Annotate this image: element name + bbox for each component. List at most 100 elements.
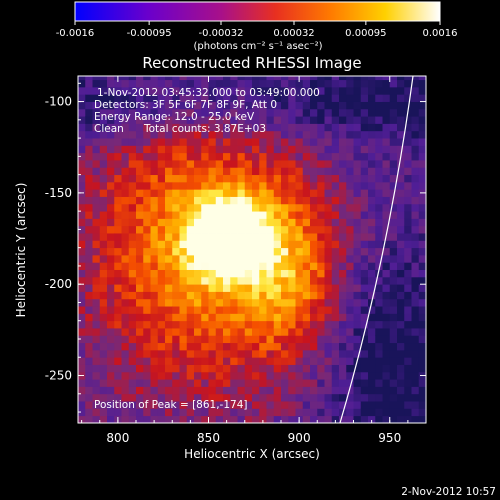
heatmap-cell bbox=[230, 328, 238, 336]
heatmap-cell bbox=[411, 379, 420, 387]
heatmap-cell bbox=[99, 160, 108, 168]
heatmap-cell bbox=[215, 371, 224, 380]
y-tick-label: -200 bbox=[45, 277, 72, 291]
heatmap-cell bbox=[339, 342, 347, 351]
heatmap-cell bbox=[259, 291, 267, 300]
heatmap-cell bbox=[281, 138, 289, 146]
heatmap-cell bbox=[281, 123, 289, 132]
heatmap-cell bbox=[150, 211, 159, 219]
heatmap-cell bbox=[375, 167, 383, 176]
heatmap-cell bbox=[78, 291, 86, 300]
y-tick-label: -150 bbox=[45, 186, 72, 200]
heatmap-cell bbox=[389, 203, 398, 212]
heatmap-cell bbox=[281, 408, 289, 417]
heatmap-cell bbox=[244, 167, 253, 176]
heatmap-cell bbox=[252, 328, 260, 336]
heatmap-cell bbox=[266, 130, 275, 139]
heatmap-cell bbox=[92, 379, 101, 387]
heatmap-cell bbox=[397, 130, 405, 139]
heatmap-cell bbox=[172, 189, 180, 197]
heatmap-cell bbox=[223, 101, 231, 110]
heatmap-cell bbox=[194, 189, 202, 197]
heatmap-cell bbox=[85, 357, 93, 365]
heatmap-cell bbox=[360, 254, 369, 263]
heatmap-cell bbox=[99, 189, 108, 197]
heatmap-cell bbox=[404, 371, 412, 380]
heatmap-cell bbox=[346, 203, 354, 212]
heatmap-cell bbox=[179, 101, 188, 110]
heatmap-cell bbox=[201, 371, 209, 380]
heatmap-cell bbox=[201, 408, 209, 417]
heatmap-cell bbox=[324, 174, 333, 183]
heatmap-cell bbox=[107, 174, 115, 183]
heatmap-cell bbox=[324, 160, 333, 168]
heatmap-cell bbox=[78, 240, 86, 249]
heatmap-cell bbox=[339, 189, 347, 197]
heatmap-cell bbox=[179, 276, 188, 285]
heatmap-cell bbox=[244, 313, 253, 322]
heatmap-cell bbox=[252, 247, 260, 256]
heatmap-cell bbox=[186, 145, 195, 154]
heatmap-cell bbox=[150, 240, 159, 249]
heatmap-cell bbox=[208, 247, 217, 256]
heatmap-cell bbox=[281, 386, 289, 395]
heatmap-cell bbox=[281, 116, 289, 124]
heatmap-cell bbox=[237, 335, 246, 344]
heatmap-cell bbox=[302, 145, 311, 154]
heatmap-cell bbox=[230, 211, 238, 219]
heatmap-cell bbox=[346, 225, 354, 234]
heatmap-cell bbox=[252, 108, 260, 117]
heatmap-cell bbox=[201, 284, 209, 292]
heatmap-cell bbox=[346, 342, 354, 351]
heatmap-cell bbox=[136, 284, 144, 292]
heatmap-cell bbox=[78, 415, 86, 423]
heatmap-cell bbox=[397, 79, 405, 88]
heatmap-cell bbox=[404, 116, 412, 124]
y-axis: -100-150-200-250 bbox=[45, 82, 426, 413]
colorbar bbox=[74, 1, 441, 22]
heatmap-cell bbox=[172, 298, 180, 307]
heatmap-cell bbox=[360, 211, 369, 219]
heatmap-cell bbox=[107, 247, 115, 256]
heatmap-cell bbox=[223, 116, 231, 124]
heatmap-cell bbox=[194, 386, 202, 395]
heatmap-cell bbox=[128, 306, 137, 314]
heatmap-cell bbox=[404, 320, 412, 329]
heatmap-cell bbox=[78, 349, 86, 358]
heatmap-cell bbox=[273, 328, 282, 336]
heatmap-cell bbox=[324, 386, 333, 395]
heatmap-cell bbox=[295, 357, 304, 365]
heatmap-cell bbox=[368, 123, 376, 132]
heatmap-cell bbox=[360, 76, 369, 81]
heatmap-cell bbox=[143, 247, 151, 256]
heatmap-cell bbox=[201, 401, 209, 409]
heatmap-cell bbox=[273, 357, 282, 365]
heatmap-cell bbox=[223, 349, 231, 358]
heatmap-cell bbox=[302, 408, 311, 417]
heatmap-cell bbox=[244, 298, 253, 307]
heatmap-cell bbox=[128, 247, 137, 256]
heatmap-cell bbox=[179, 364, 188, 373]
heatmap-cell bbox=[179, 203, 188, 212]
heatmap-cell bbox=[346, 196, 354, 205]
heatmap-cell bbox=[186, 342, 195, 351]
heatmap-cell bbox=[302, 130, 311, 139]
heatmap-cell bbox=[273, 364, 282, 373]
heatmap-cell bbox=[186, 408, 195, 417]
heatmap-cell bbox=[302, 371, 311, 380]
heatmap-cell bbox=[339, 76, 347, 81]
heatmap-cell bbox=[382, 335, 391, 344]
heatmap-cell bbox=[128, 94, 137, 102]
heatmap-cell bbox=[382, 393, 391, 402]
heatmap-cell bbox=[295, 379, 304, 387]
heatmap-cell bbox=[317, 240, 325, 249]
heatmap-cell bbox=[252, 86, 260, 95]
heatmap-cell bbox=[266, 401, 275, 409]
heatmap-cell bbox=[368, 357, 376, 365]
heatmap-cell bbox=[99, 269, 108, 278]
heatmap-cell bbox=[310, 393, 318, 402]
heatmap-cell bbox=[266, 203, 275, 212]
heatmap-cell bbox=[281, 79, 289, 88]
heatmap-cell bbox=[252, 371, 260, 380]
heatmap-cell bbox=[273, 189, 282, 197]
